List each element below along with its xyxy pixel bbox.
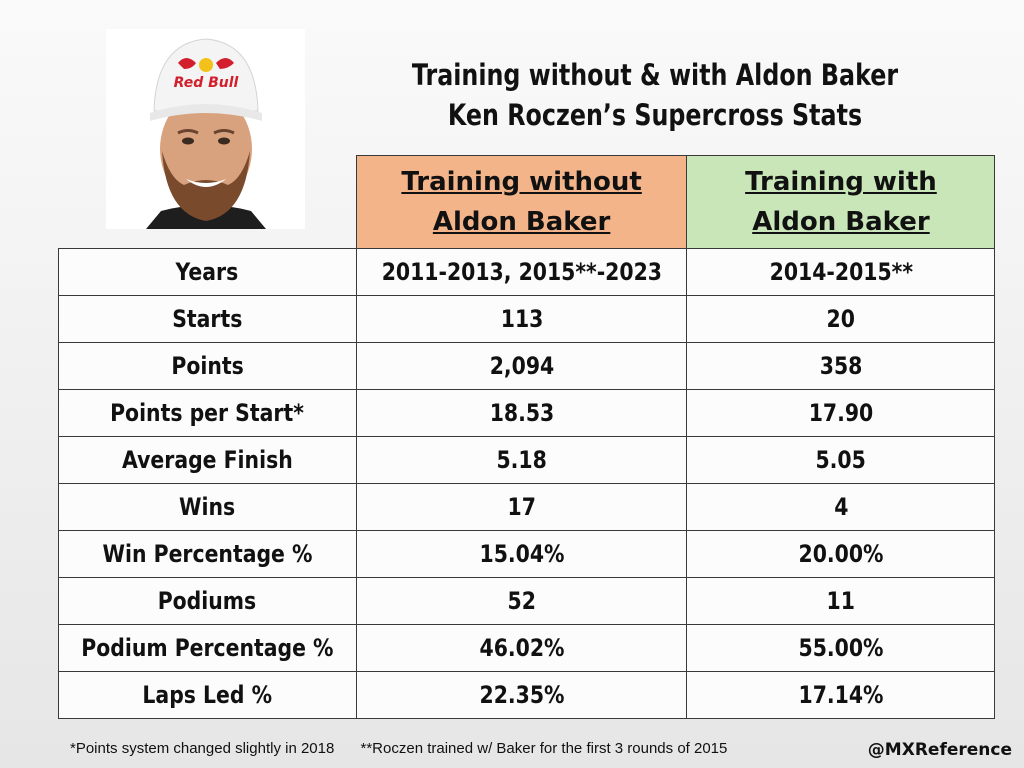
row-label: Win Percentage %	[58, 530, 357, 578]
value-without-baker: 15.04%	[355, 530, 688, 578]
table-row: Average Finish 5.18 5.05	[58, 436, 996, 484]
table-row: Laps Led % 22.35% 17.14%	[58, 671, 996, 719]
row-label: Points per Start*	[58, 389, 357, 437]
value-without-baker-text: 18.53	[489, 399, 554, 427]
row-label: Wins	[58, 483, 357, 531]
value-without-baker-text: 2011-2013, 2015**-2023	[381, 258, 662, 286]
table-row: Podium Percentage % 46.02% 55.00%	[58, 624, 996, 672]
value-with-baker: 17.90	[686, 389, 996, 437]
value-with-baker: 55.00%	[686, 624, 996, 672]
value-with-baker: 4	[686, 483, 996, 531]
value-with-baker-text: 358	[819, 352, 863, 380]
value-with-baker: 11	[686, 577, 996, 625]
header-training-with: Training with Aldon Baker	[686, 155, 996, 249]
row-label: Years	[58, 248, 357, 296]
value-without-baker: 2,094	[355, 342, 688, 390]
row-label-text: Podiums	[158, 587, 257, 615]
value-without-baker-text: 52	[507, 587, 536, 615]
row-label: Points	[58, 342, 357, 390]
value-without-baker: 46.02%	[355, 624, 688, 672]
table-row: Years 2011-2013, 2015**-2023 2014-2015**	[58, 248, 996, 296]
value-with-baker: 358	[686, 342, 996, 390]
row-label: Starts	[58, 295, 357, 343]
row-label: Podiums	[58, 577, 357, 625]
table-row: Starts 113 20	[58, 295, 996, 343]
row-label: Laps Led %	[58, 671, 357, 719]
footnote-points-system: *Points system changed slightly in 2018	[70, 740, 335, 757]
value-without-baker: 18.53	[355, 389, 688, 437]
header-blank-cell	[59, 156, 357, 249]
row-label-text: Podium Percentage %	[81, 634, 334, 662]
value-with-baker: 20	[686, 295, 996, 343]
table-row: Wins 17 4	[58, 483, 996, 531]
value-without-baker-text: 15.04%	[479, 540, 565, 568]
value-with-baker-text: 55.00%	[798, 634, 884, 662]
value-without-baker-text: 17	[507, 493, 536, 521]
value-without-baker: 22.35%	[355, 671, 688, 719]
page-title: Training without & with Aldon Baker Ken …	[409, 55, 901, 135]
value-with-baker: 5.05	[686, 436, 996, 484]
rider-portrait-image	[106, 29, 305, 229]
value-with-baker-text: 4	[833, 493, 849, 521]
rider-photo: Red Bull	[106, 29, 305, 229]
row-label-text: Points	[171, 352, 244, 380]
value-without-baker-text: 2,094	[489, 352, 554, 380]
value-without-baker-text: 5.18	[496, 446, 547, 474]
row-label-text: Laps Led %	[142, 681, 273, 709]
table-header-row: Training without Aldon Baker Training wi…	[59, 155, 996, 249]
row-label-text: Average Finish	[122, 446, 293, 474]
header-with-line-1: Training with	[745, 167, 937, 197]
value-with-baker-text: 11	[826, 587, 856, 615]
title-line-1: Training without & with Aldon Baker	[411, 58, 899, 92]
value-with-baker-text: 5.05	[815, 446, 867, 474]
value-with-baker: 2014-2015**	[686, 248, 996, 296]
value-with-baker-text: 20	[826, 305, 856, 333]
row-label-text: Win Percentage %	[102, 540, 313, 568]
title-line-2: Ken Roczen’s Supercross Stats	[447, 98, 863, 132]
value-without-baker-text: 46.02%	[479, 634, 565, 662]
header-training-without: Training without Aldon Baker	[355, 155, 688, 249]
value-with-baker-text: 2014-2015**	[769, 258, 913, 286]
value-without-baker: 113	[355, 295, 688, 343]
value-without-baker: 17	[355, 483, 688, 531]
header-without-line-2: Aldon Baker	[432, 207, 611, 237]
row-label-text: Starts	[172, 305, 243, 333]
footnote-baker-rounds: **Roczen trained w/ Baker for the first …	[360, 740, 728, 757]
value-with-baker-text: 17.90	[808, 399, 874, 427]
row-label-text: Points per Start*	[110, 399, 305, 427]
stats-comparison-table: Training without Aldon Baker Training wi…	[58, 155, 996, 719]
value-with-baker: 17.14%	[686, 671, 996, 719]
row-label-text: Years	[176, 258, 239, 286]
row-label-text: Wins	[179, 493, 236, 521]
table-row: Podiums 52 11	[58, 577, 996, 625]
row-label: Average Finish	[58, 436, 357, 484]
value-with-baker-text: 17.14%	[798, 681, 884, 709]
value-without-baker: 52	[355, 577, 688, 625]
value-without-baker: 2011-2013, 2015**-2023	[355, 248, 688, 296]
cap-logo-text: Red Bull	[173, 75, 239, 91]
table-row: Points per Start* 18.53 17.90	[58, 389, 996, 437]
value-with-baker: 20.00%	[686, 530, 996, 578]
value-with-baker-text: 20.00%	[798, 540, 884, 568]
source-handle: @MXReference	[867, 740, 1012, 760]
value-without-baker: 5.18	[355, 436, 688, 484]
table-row: Points 2,094 358	[58, 342, 996, 390]
row-label: Podium Percentage %	[58, 624, 357, 672]
footnotes: *Points system changed slightly in 2018 …	[70, 740, 830, 757]
header-without-line-1: Training without	[401, 167, 642, 197]
value-without-baker-text: 113	[500, 305, 543, 333]
header-with-line-2: Aldon Baker	[752, 207, 930, 237]
value-without-baker-text: 22.35%	[479, 681, 565, 709]
table-row: Win Percentage % 15.04% 20.00%	[58, 530, 996, 578]
